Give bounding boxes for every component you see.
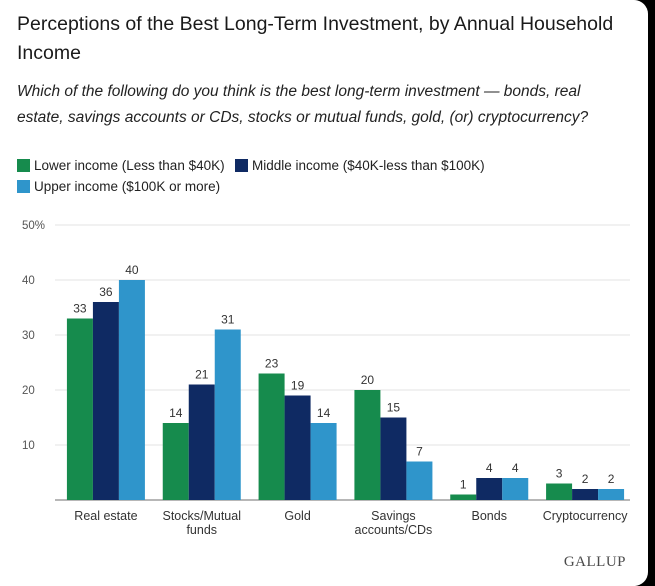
legend-item-lower: Lower income (Less than $40K) [17,158,225,173]
x-tick-label: accounts/CDs [355,523,433,537]
data-label: 4 [512,461,519,475]
bar [162,423,189,500]
data-label: 2 [608,472,615,486]
data-label: 21 [195,368,209,382]
y-tick-label: 40 [22,275,35,287]
y-tick-label: 50% [22,220,45,232]
data-label: 14 [317,406,331,420]
legend-label-middle: Middle income ($40K-less than $100K) [252,158,485,173]
data-label: 7 [416,445,423,459]
y-tick-label: 10 [22,440,35,452]
bar [476,478,503,500]
data-label: 2 [582,472,589,486]
bar [354,390,381,500]
y-tick-label: 30 [22,330,35,342]
legend-label-lower: Lower income (Less than $40K) [34,158,225,173]
x-tick-label: Stocks/Mutual [162,509,241,523]
bar [450,494,477,500]
gallup-logo: GALLUP [563,554,626,570]
bar [66,318,93,500]
bar [214,329,241,500]
data-label: 14 [169,406,183,420]
bar [258,373,285,500]
legend-swatch-upper [17,180,30,193]
legend-label-upper: Upper income ($100K or more) [34,179,221,194]
data-label: 40 [125,263,139,277]
x-tick-label: Bonds [472,509,507,523]
bar [380,417,407,500]
legend-swatch-middle [235,159,248,172]
data-label: 3 [556,467,563,481]
x-tick-label: Real estate [74,509,137,523]
data-label: 23 [265,357,279,371]
y-tick-label: 20 [22,385,35,397]
legend-swatch-lower [17,159,30,172]
data-label: 4 [486,461,493,475]
data-label: 31 [221,313,235,327]
bar [502,478,529,500]
bar [188,384,215,500]
legend-item-upper: Upper income ($100K or more) [17,179,220,194]
bar [310,423,337,500]
x-tick-label: Gold [284,509,310,523]
bar [572,489,599,500]
bar [118,280,145,500]
data-label: 33 [73,302,87,316]
bar [284,395,311,500]
chart-subtitle: Which of the following do you think is t… [17,83,589,126]
x-tick-label: Savings [371,509,415,523]
bar [92,302,119,500]
data-label: 20 [361,373,375,387]
bar [546,483,573,500]
chart-title: Perceptions of the Best Long-Term Invest… [17,13,614,64]
data-label: 36 [99,285,113,299]
x-tick-label: Cryptocurrency [543,509,628,523]
bar [406,461,433,500]
legend-item-middle: Middle income ($40K-less than $100K) [235,158,485,173]
data-label: 15 [387,401,401,415]
x-tick-label: funds [186,523,217,537]
data-label: 19 [291,379,305,393]
bar [598,489,625,500]
data-label: 1 [460,478,467,492]
